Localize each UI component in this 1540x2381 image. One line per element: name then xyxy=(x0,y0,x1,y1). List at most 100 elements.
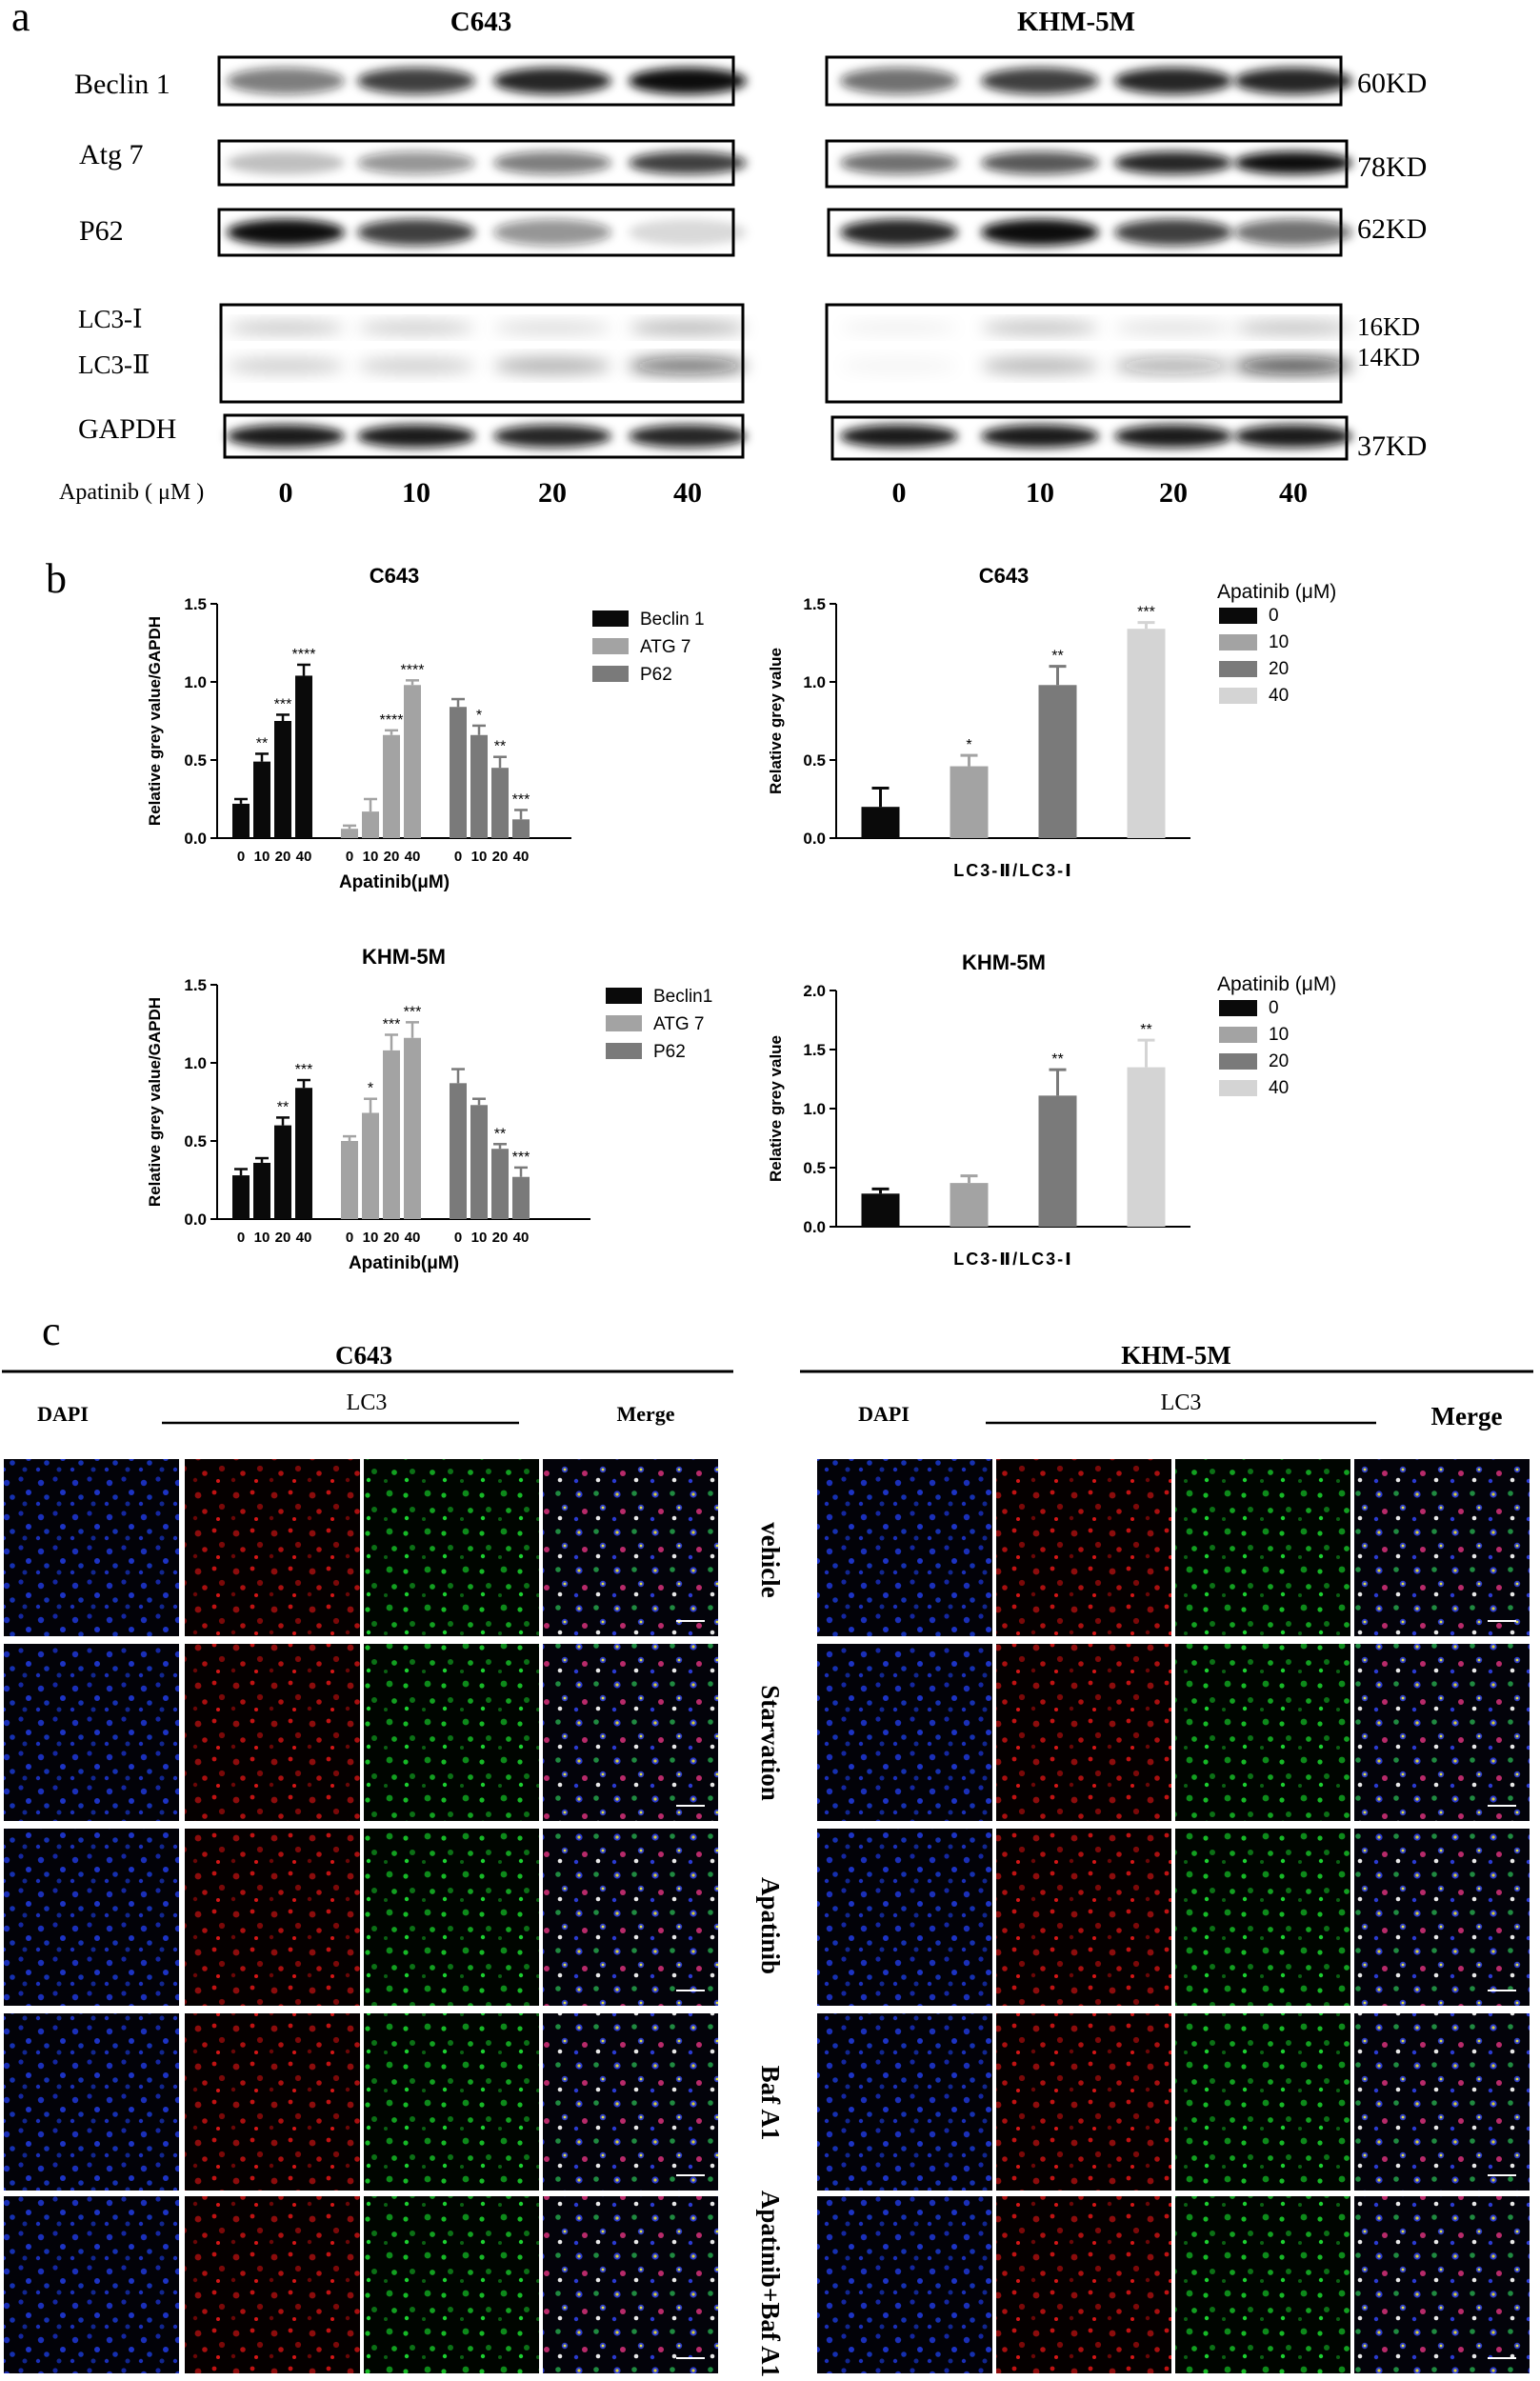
if-col-header-khm5m-merge: Merge xyxy=(1431,1402,1503,1431)
blot-group-title-c643: C643 xyxy=(450,7,511,37)
chart-title: C643 xyxy=(370,564,420,588)
x-tick-label: 0 xyxy=(346,849,353,865)
if-image xyxy=(4,2196,179,2373)
if-image xyxy=(817,2196,992,2373)
blot-band xyxy=(629,425,747,448)
if-col-header-c643-lc3: LC3 xyxy=(347,1391,388,1415)
blot-strip-c643-lc3 xyxy=(219,303,745,404)
bar xyxy=(950,766,989,838)
x-tick-label: 0 xyxy=(237,849,245,865)
y-tick-label: 1.0 xyxy=(803,673,826,691)
bar xyxy=(450,707,467,838)
blot-band xyxy=(493,357,611,374)
x-tick-label: 40 xyxy=(296,849,312,865)
chart-title: KHM-5M xyxy=(362,945,446,969)
legend-entry: 10 xyxy=(1269,632,1289,652)
significance-label: * xyxy=(476,708,482,724)
significance-label: * xyxy=(368,1081,373,1097)
y-axis-label: Relative grey value/GAPDH xyxy=(146,997,164,1207)
significance-label: *** xyxy=(1137,605,1155,621)
legend-entry: 20 xyxy=(1269,659,1289,679)
blot-band xyxy=(227,321,345,334)
x-tick-label: 20 xyxy=(275,1230,291,1246)
y-tick-label: 0.5 xyxy=(803,751,826,770)
blot-strips xyxy=(217,55,1352,461)
if-image xyxy=(543,1644,718,1821)
if-image xyxy=(817,2013,992,2191)
blot-row-label-atg7: Atg 7 xyxy=(79,139,144,170)
legend-entry: 40 xyxy=(1269,1078,1289,1098)
x-tick-label: 10 xyxy=(254,1230,270,1246)
y-tick-label: 0.0 xyxy=(184,1211,207,1229)
blot-band xyxy=(840,151,958,174)
bar xyxy=(232,803,250,838)
panel-a: a C643 KHM-5M Beclin 1 Atg 7 P62 LC3-Ⅰ L… xyxy=(11,0,1427,509)
blot-dose-khm5m-20: 20 xyxy=(1159,477,1188,509)
legend-swatch xyxy=(1219,634,1257,650)
x-tick-label: 0 xyxy=(346,1230,353,1246)
blot-row-label-lc3-i: LC3-Ⅰ xyxy=(78,305,143,333)
blot-band xyxy=(1234,357,1352,374)
blot-band xyxy=(227,425,345,448)
x-tick-label: 0 xyxy=(237,1230,245,1246)
panel-a-label: a xyxy=(11,0,30,40)
panel-b-label: b xyxy=(46,555,67,602)
legend-swatch xyxy=(1219,1080,1257,1096)
y-tick-label: 0.0 xyxy=(803,830,826,848)
bar xyxy=(491,768,509,838)
bar xyxy=(861,807,900,838)
blot-band xyxy=(1234,321,1352,334)
x-tick-label: 10 xyxy=(363,849,379,865)
significance-label: *** xyxy=(383,1016,401,1032)
blot-row-label-beclin1: Beclin 1 xyxy=(74,69,170,100)
legend-entry: 10 xyxy=(1269,1025,1289,1045)
blot-dose-label: Apatinib ( μM ) xyxy=(59,480,204,505)
blot-band xyxy=(981,151,1099,174)
bar xyxy=(1127,1067,1166,1227)
y-tick-label: 1.5 xyxy=(803,1041,826,1059)
blot-band xyxy=(981,357,1099,374)
chart-khm5m-grouped: KHM-5M 0.0 0.5 1.0 1.5 Relative grey value/GA… xyxy=(146,945,712,1273)
blot-band xyxy=(227,357,345,374)
legend-entry: P62 xyxy=(640,665,672,685)
blot-band xyxy=(1114,151,1232,174)
significance-label: ** xyxy=(256,735,268,751)
if-image xyxy=(185,1829,360,2006)
blot-kd-beclin1: 60KD xyxy=(1357,68,1427,99)
blot-row-label-gapdh: GAPDH xyxy=(78,413,176,445)
legend-title: Apatinib (μM) xyxy=(1217,973,1336,995)
chart-khm5m-lc3-ratio: KHM-5M 0.0 0.5 1.0 1.5 2.0 Relative grey value… xyxy=(767,950,1336,1269)
if-image xyxy=(817,1829,992,2006)
y-tick-label: 1.0 xyxy=(803,1100,826,1118)
blot-band xyxy=(981,219,1099,246)
if-image xyxy=(1354,1459,1530,1636)
x-tick-label: 10 xyxy=(471,1230,488,1246)
y-axis-label: Relative grey value/GAPDH xyxy=(146,616,164,826)
bar xyxy=(1038,685,1077,838)
x-tick-label: 40 xyxy=(296,1230,312,1246)
blot-band xyxy=(493,425,611,448)
x-tick-label: 40 xyxy=(405,1230,421,1246)
blot-bands xyxy=(227,68,1352,448)
blot-band xyxy=(840,68,958,94)
bar xyxy=(404,1037,421,1219)
significance-label: *** xyxy=(512,1150,530,1166)
bar xyxy=(253,761,270,838)
bar xyxy=(1127,629,1166,838)
blot-band xyxy=(493,219,611,246)
blot-band xyxy=(1234,425,1352,448)
legend-entry: 0 xyxy=(1269,998,1279,1018)
blot-band xyxy=(840,321,958,334)
if-image xyxy=(185,2196,360,2373)
if-image xyxy=(817,1644,992,1821)
blot-dose-c643-40: 40 xyxy=(673,477,702,509)
x-tick-label: 20 xyxy=(384,1230,400,1246)
blot-band xyxy=(357,219,475,246)
y-tick-label: 0.5 xyxy=(803,1159,826,1177)
blot-band xyxy=(1234,151,1352,174)
legend-entry: Beclin1 xyxy=(653,987,712,1007)
bar xyxy=(295,675,312,838)
y-axis-label: Relative grey value xyxy=(767,1035,785,1182)
x-tick-label: 20 xyxy=(492,849,509,865)
blot-band xyxy=(981,68,1099,94)
